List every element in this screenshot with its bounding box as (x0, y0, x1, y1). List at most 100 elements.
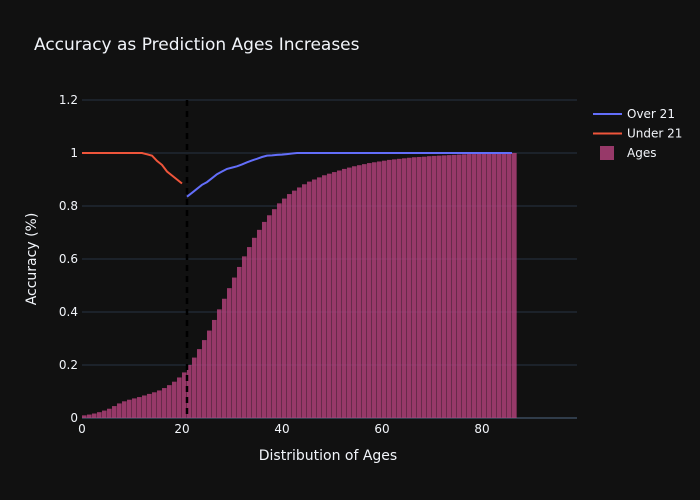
age-bar (352, 166, 357, 418)
x-tick-label: 60 (374, 422, 389, 436)
age-bar (402, 158, 407, 419)
age-bar (417, 156, 422, 418)
age-bar (227, 288, 232, 418)
age-bar (247, 247, 252, 418)
legend-item-over-21[interactable]: Over 21 (593, 107, 675, 121)
age-bar (427, 156, 432, 418)
age-bar (472, 154, 477, 418)
y-axis-label: Accuracy (%) (24, 213, 40, 306)
age-bar (112, 406, 117, 418)
age-bar (327, 173, 332, 418)
age-bar (232, 277, 237, 418)
age-bar (312, 179, 317, 418)
age-bar (272, 209, 277, 418)
legend[interactable]: Over 21 Under 21 Ages (593, 107, 682, 160)
y-tick-label: 0.2 (59, 358, 78, 372)
age-bar (242, 256, 247, 418)
age-bar (362, 164, 367, 418)
age-bar (132, 398, 137, 418)
age-bar (407, 157, 412, 418)
age-bar (202, 340, 207, 418)
age-bar (307, 181, 312, 418)
age-bar (487, 153, 492, 418)
age-bar (467, 154, 472, 418)
age-bar (357, 165, 362, 418)
age-bar (212, 319, 217, 418)
age-bar (142, 395, 147, 418)
age-bar (177, 377, 182, 418)
y-tick-label: 0.4 (59, 305, 78, 319)
age-bar (187, 365, 192, 418)
age-bar (82, 415, 87, 418)
age-bar (117, 403, 122, 418)
age-bar (337, 170, 342, 418)
age-bar (482, 153, 487, 418)
y-tick-label: 1 (70, 146, 78, 160)
age-bar (457, 154, 462, 418)
age-bar (432, 155, 437, 419)
age-bar (192, 357, 197, 418)
age-bar (462, 154, 467, 418)
age-bar (497, 153, 502, 418)
legend-item-under-21[interactable]: Under 21 (593, 127, 682, 141)
age-bar (397, 158, 402, 418)
legend-label: Ages (627, 146, 656, 160)
series-line-over-21 (186, 152, 512, 198)
age-bar (387, 159, 392, 418)
age-bar (442, 155, 447, 418)
x-tick-label: 20 (174, 422, 189, 436)
age-bar (512, 153, 517, 418)
age-bar (92, 413, 97, 418)
y-tick-label: 0.6 (59, 252, 78, 266)
x-tick-label: 0 (78, 422, 86, 436)
age-bar (492, 153, 497, 418)
y-tick-label: 0.8 (59, 199, 78, 213)
age-bar (477, 153, 482, 419)
line-series (82, 152, 512, 198)
y-tick-labels: 0 0.2 0.4 0.6 0.8 1 1.2 (59, 93, 78, 425)
age-bar (197, 349, 202, 418)
age-bar (452, 154, 457, 419)
age-bar (162, 388, 167, 418)
x-tick-label: 80 (474, 422, 489, 436)
age-bar (222, 298, 227, 418)
age-bar (392, 159, 397, 419)
x-tick-label: 40 (274, 422, 289, 436)
age-bar (257, 229, 262, 418)
legend-item-ages[interactable]: Ages (600, 146, 656, 160)
chart-title: Accuracy as Prediction Ages Increases (34, 35, 360, 55)
age-bar (267, 215, 272, 418)
age-bar (107, 408, 112, 418)
x-tick-labels: 0 20 40 60 80 (78, 422, 489, 436)
age-bar (502, 153, 507, 418)
age-bar (437, 155, 442, 418)
age-bar (332, 172, 337, 418)
age-bar (207, 330, 212, 418)
age-bar (147, 393, 152, 418)
age-bar (382, 160, 387, 418)
age-bar (217, 309, 222, 418)
series-line-under-21 (82, 152, 183, 185)
age-bar (237, 266, 242, 418)
age-bar (297, 187, 302, 418)
age-bar (182, 372, 187, 418)
age-bar (367, 163, 372, 418)
age-bar (167, 385, 172, 418)
age-bar (302, 184, 307, 418)
age-bar (412, 157, 417, 419)
age-bar (422, 156, 427, 418)
age-bar (372, 162, 377, 418)
age-bar (282, 198, 287, 418)
legend-label: Under 21 (627, 127, 682, 141)
age-bar (342, 168, 347, 418)
legend-swatch (600, 146, 614, 160)
age-bar (507, 153, 512, 418)
age-bar (152, 392, 157, 418)
age-bar (287, 194, 292, 418)
age-bar (97, 412, 102, 418)
age-bar (137, 397, 142, 418)
age-bar (262, 221, 267, 418)
age-bar (102, 410, 107, 418)
y-tick-label: 0 (70, 411, 78, 425)
